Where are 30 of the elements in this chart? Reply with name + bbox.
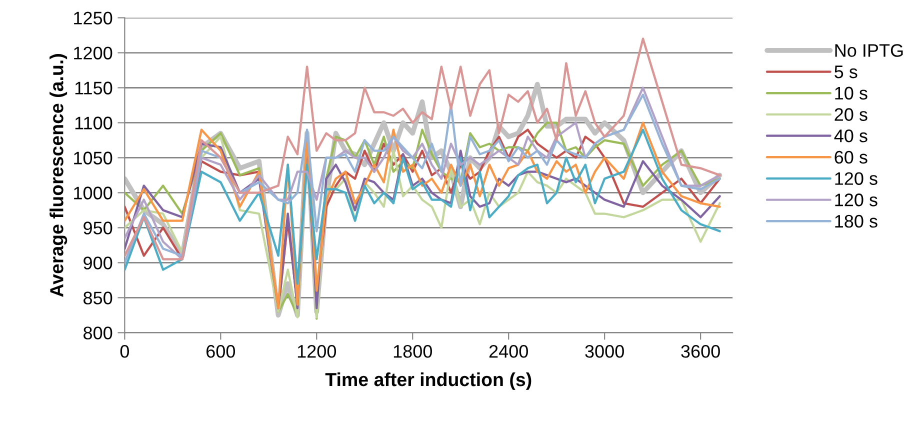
legend-label: 180 s (835, 214, 878, 228)
x-tick-label: 1200 (298, 344, 336, 358)
y-tick-label: 1000 (74, 186, 112, 200)
y-tick-label: 1250 (74, 12, 112, 24)
legend-label: 40 s (834, 130, 868, 142)
x-tick-label: 600 (206, 344, 236, 358)
legend-label: 5 s (834, 66, 858, 78)
line-series (124, 38, 721, 260)
y-tick-label: 1150 (75, 82, 112, 94)
x-axis-title: Time after induction (s) (325, 372, 532, 390)
x-tick-label: 3600 (681, 344, 720, 358)
y-tick-label: 1200 (74, 46, 112, 60)
x-tick-label: 0 (120, 344, 129, 358)
line-series (124, 128, 721, 285)
legend-label: 120 s (835, 172, 878, 185)
y-tick-label: 900 (84, 256, 112, 270)
y-tick-label: 800 (84, 326, 112, 340)
y-tick-label: 850 (84, 292, 112, 304)
y-tick-label: 1050 (74, 152, 112, 164)
y-axis-title: Average fluorescence (a.u.) (50, 54, 68, 297)
legend-label: 120 s (835, 194, 878, 206)
legend-label: No IPTG (835, 44, 903, 57)
x-tick-label: 2400 (489, 344, 528, 358)
legend-label: 20 s (834, 108, 868, 121)
x-tick-label: 1800 (394, 344, 432, 358)
x-tick-label: 3000 (585, 344, 624, 358)
legend-label: 60 s (834, 150, 868, 164)
y-tick-label: 950 (84, 222, 112, 234)
legend-label: 10 s (835, 86, 868, 100)
y-tick-label: 1100 (75, 116, 112, 130)
